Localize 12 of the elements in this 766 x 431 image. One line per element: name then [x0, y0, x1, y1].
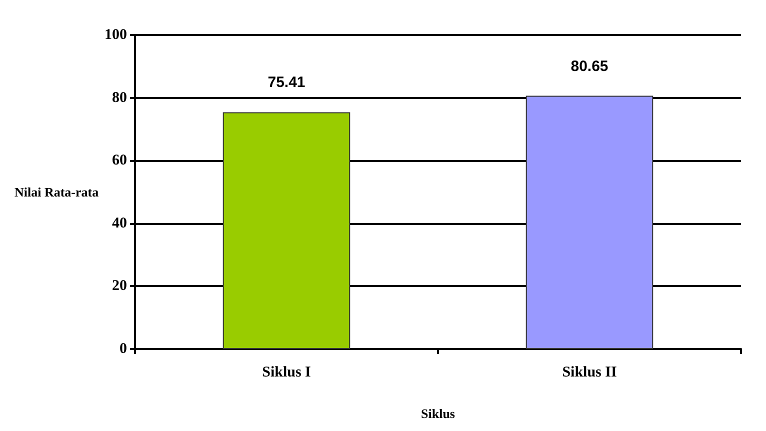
- y-tick-label: 80: [112, 90, 127, 106]
- y-axis-title: Nilai Rata-rata: [14, 184, 100, 200]
- data-label: 80.65: [570, 58, 608, 75]
- y-tick-label: 0: [120, 341, 127, 357]
- x-axis-title: Siklus: [421, 406, 455, 421]
- y-tick-label: 100: [104, 27, 127, 43]
- x-tick-label: Siklus I: [262, 364, 312, 380]
- y-tick-label: 40: [112, 215, 127, 232]
- x-tick-label: Siklus II: [562, 364, 617, 380]
- y-tick-label: 20: [112, 278, 127, 294]
- y-tick-label: 60: [112, 152, 127, 169]
- data-label: 75.41: [268, 74, 306, 92]
